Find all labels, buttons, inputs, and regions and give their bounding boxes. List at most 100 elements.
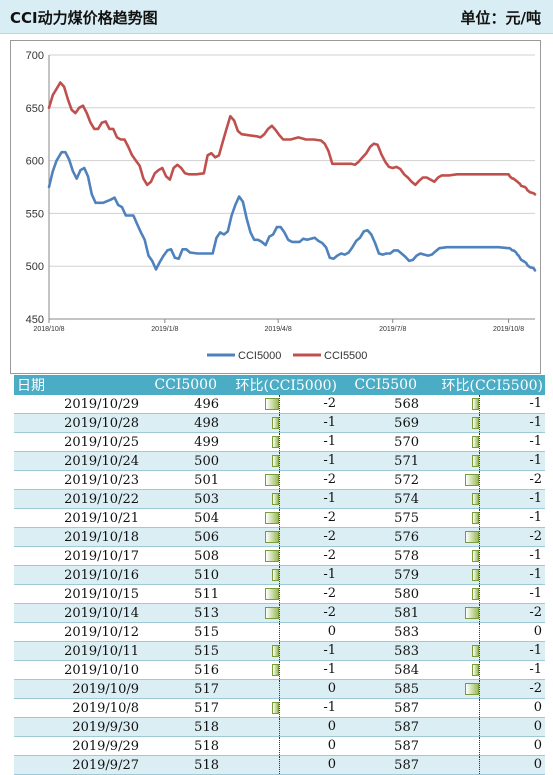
row-cci5000: 510 <box>139 565 219 585</box>
row-cci5000: 511 <box>139 584 219 604</box>
row-change-cci5000: -1 <box>219 660 339 680</box>
row-date: 2019/10/22 <box>14 489 139 509</box>
row-cci5500: 583 <box>339 622 419 642</box>
row-date: 2019/10/25 <box>14 432 139 452</box>
change-bar <box>265 512 279 524</box>
table-header-row: 日期 CCI5000 环比(CCI5000) CCI5500 环比(CCI550… <box>14 375 545 395</box>
x-tick-label: 2019/7/8 <box>379 326 406 333</box>
change-axis-line <box>279 528 280 546</box>
row-cci5500: 574 <box>339 489 419 509</box>
row-change-cci5000: -2 <box>219 508 339 528</box>
row-change-cci5500: -1 <box>419 395 545 414</box>
change-value: 0 <box>327 681 336 696</box>
row-date: 2019/9/27 <box>14 755 139 775</box>
change-value: -1 <box>529 396 542 411</box>
row-cci5000: 517 <box>139 679 219 699</box>
row-change-cci5500: 0 <box>419 717 545 737</box>
row-change-cci5500: -1 <box>419 565 545 585</box>
change-axis-line <box>279 699 280 717</box>
row-date: 2019/10/17 <box>14 546 139 566</box>
change-axis-line <box>479 680 480 698</box>
table-row: 2019/10/21 504 -2 575 -1 <box>14 508 545 528</box>
change-bar <box>472 588 479 600</box>
change-value: -1 <box>529 643 542 658</box>
row-change-cci5500: 0 <box>419 622 545 642</box>
row-cci5000: 501 <box>139 470 219 490</box>
table-row: 2019/9/30 518 0 587 0 <box>14 717 545 737</box>
row-change-cci5000: 0 <box>219 736 339 756</box>
row-cci5500: 587 <box>339 755 419 775</box>
row-cci5000: 504 <box>139 508 219 528</box>
row-cci5000: 518 <box>139 717 219 737</box>
change-value: -1 <box>529 662 542 677</box>
change-value: -1 <box>323 643 336 658</box>
row-cci5000: 518 <box>139 736 219 756</box>
y-tick-label: 650 <box>26 103 44 115</box>
change-bar <box>472 417 479 429</box>
row-cci5000: 518 <box>139 755 219 775</box>
table-row: 2019/10/12 515 0 583 0 <box>14 622 545 642</box>
change-value: -2 <box>323 472 336 487</box>
change-axis-line <box>479 395 480 413</box>
change-axis-line <box>479 471 480 489</box>
table-row: 2019/10/15 511 -2 580 -1 <box>14 584 545 604</box>
change-axis-line <box>279 756 280 774</box>
row-date: 2019/10/11 <box>14 641 139 661</box>
change-value: 0 <box>533 700 542 715</box>
change-value: -2 <box>323 548 336 563</box>
y-tick-label: 550 <box>26 208 44 220</box>
change-bar <box>272 455 279 467</box>
row-change-cci5000: -1 <box>219 565 339 585</box>
table-row: 2019/10/9 517 0 585 -2 <box>14 679 545 699</box>
row-cci5500: 568 <box>339 395 419 414</box>
legend-label-cci5500: CCI5500 <box>324 350 367 362</box>
table-row: 2019/10/10 516 -1 584 -1 <box>14 660 545 680</box>
change-value: 0 <box>327 719 336 734</box>
change-value: -1 <box>323 453 336 468</box>
change-axis-line <box>479 414 480 432</box>
row-date: 2019/10/12 <box>14 622 139 642</box>
row-cci5500: 587 <box>339 717 419 737</box>
row-cci5000: 516 <box>139 660 219 680</box>
x-tick-label: 2019/1/8 <box>151 326 178 333</box>
row-cci5500: 575 <box>339 508 419 528</box>
price-trend-chart: 450 500 550 600 650 700 2018/10/8 2019/1/8 2019/… <box>10 40 541 374</box>
change-bar <box>265 588 279 600</box>
header-change-cci5500: 环比(CCI5500) <box>419 375 545 395</box>
header-cci5000: CCI5000 <box>139 375 219 395</box>
row-change-cci5000: -1 <box>219 489 339 509</box>
row-change-cci5500: 0 <box>419 755 545 775</box>
row-cci5000: 499 <box>139 432 219 452</box>
change-value: -2 <box>529 472 542 487</box>
change-value: -1 <box>323 662 336 677</box>
y-tick-label: 500 <box>26 261 44 273</box>
row-date: 2019/10/16 <box>14 565 139 585</box>
row-date: 2019/10/15 <box>14 584 139 604</box>
change-value: 0 <box>327 738 336 753</box>
change-value: 0 <box>533 757 542 772</box>
change-value: -1 <box>529 548 542 563</box>
change-axis-line <box>479 737 480 755</box>
change-bar <box>265 474 279 486</box>
change-axis-line <box>279 452 280 470</box>
row-change-cci5000: -2 <box>219 470 339 490</box>
header-date: 日期 <box>14 375 139 395</box>
x-tick-label: 2019/10/8 <box>493 326 524 333</box>
header-cci5500: CCI5500 <box>339 375 419 395</box>
legend-label-cci5000: CCI5000 <box>238 350 281 362</box>
row-change-cci5000: 0 <box>219 679 339 699</box>
row-date: 2019/10/21 <box>14 508 139 528</box>
change-bar <box>472 550 479 562</box>
row-change-cci5000: -2 <box>219 603 339 623</box>
table-row: 2019/9/29 518 0 587 0 <box>14 736 545 756</box>
table-row: 2019/10/17 508 -2 578 -1 <box>14 546 545 566</box>
change-value: -1 <box>323 415 336 430</box>
row-cci5500: 587 <box>339 736 419 756</box>
change-axis-line <box>479 452 480 470</box>
row-change-cci5000: 0 <box>219 755 339 775</box>
table-body: 2019/10/29 496 -2 568 -1 2019/10/28 498 -1 569 -1… <box>14 395 545 775</box>
page-title: CCI动力煤价格趋势图 <box>10 9 158 27</box>
table-row: 2019/10/23 501 -2 572 -2 <box>14 470 545 490</box>
table-row: 2019/10/29 496 -2 568 -1 <box>14 395 545 414</box>
row-cci5500: 570 <box>339 432 419 452</box>
